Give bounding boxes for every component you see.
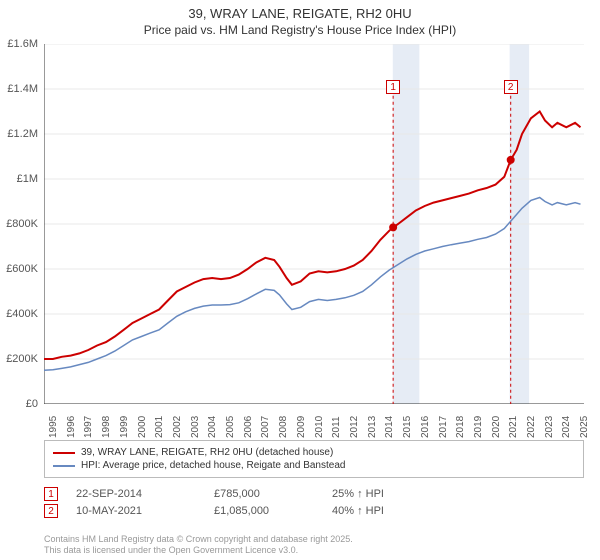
x-tick-label: 2025 [579,416,590,438]
data-row-pct-2: 40% ↑ HPI [332,505,452,517]
x-tick-label: 2004 [207,416,218,438]
legend-box: 39, WRAY LANE, REIGATE, RH2 0HU (detache… [44,440,584,478]
title-line2: Price paid vs. HM Land Registry's House … [0,23,600,37]
x-tick-label: 1998 [101,416,112,438]
x-tick-label: 2000 [137,416,148,438]
data-row-2: 2 10-MAY-2021 £1,085,000 40% ↑ HPI [44,504,584,518]
chart-title-block: 39, WRAY LANE, REIGATE, RH2 0HU Price pa… [0,0,600,37]
data-points-table: 1 22-SEP-2014 £785,000 25% ↑ HPI 2 10-MA… [44,484,584,521]
data-row-price-2: £1,085,000 [214,505,314,517]
y-tick-label: £1.6M [7,38,38,50]
x-tick-label: 2005 [225,416,236,438]
x-tick-label: 2006 [243,416,254,438]
y-tick-label: £800K [6,218,38,230]
x-tick-label: 2024 [561,416,572,438]
x-tick-label: 2018 [455,416,466,438]
y-tick-label: £1.2M [7,128,38,140]
y-tick-label: £400K [6,308,38,320]
legend-row-2: HPI: Average price, detached house, Reig… [53,460,575,471]
x-tick-label: 1995 [48,416,59,438]
y-tick-label: £0 [26,398,38,410]
y-tick-label: £1.4M [7,83,38,95]
data-row-marker-2: 2 [44,504,58,518]
x-tick-label: 2014 [384,416,395,438]
x-tick-label: 2003 [190,416,201,438]
x-tick-label: 2015 [402,416,413,438]
chart-marker-label: 2 [504,80,518,94]
legend-row-1: 39, WRAY LANE, REIGATE, RH2 0HU (detache… [53,447,575,458]
legend-text-1: 39, WRAY LANE, REIGATE, RH2 0HU (detache… [81,447,333,458]
x-tick-label: 2009 [296,416,307,438]
x-tick-label: 2002 [172,416,183,438]
x-tick-label: 1999 [119,416,130,438]
attribution-line2: This data is licensed under the Open Gov… [44,545,353,556]
x-tick-label: 2020 [491,416,502,438]
legend-text-2: HPI: Average price, detached house, Reig… [81,460,345,471]
x-tick-label: 1997 [83,416,94,438]
data-row-price-1: £785,000 [214,488,314,500]
x-tick-label: 2010 [314,416,325,438]
data-row-date-2: 10-MAY-2021 [76,505,196,517]
y-tick-label: £200K [6,353,38,365]
legend-swatch-2 [53,465,75,467]
x-tick-label: 2016 [420,416,431,438]
chart-area: £0£200K£400K£600K£800K£1M£1.2M£1.4M£1.6M… [44,44,584,404]
x-tick-label: 2011 [331,416,342,438]
x-tick-label: 2001 [154,416,165,438]
x-tick-label: 2007 [260,416,271,438]
chart-svg [44,44,584,404]
data-row-pct-1: 25% ↑ HPI [332,488,452,500]
x-tick-label: 2017 [438,416,449,438]
title-line1: 39, WRAY LANE, REIGATE, RH2 0HU [0,6,600,21]
data-row-date-1: 22-SEP-2014 [76,488,196,500]
x-tick-label: 2008 [278,416,289,438]
x-tick-label: 2019 [473,416,484,438]
data-row-marker-1: 1 [44,487,58,501]
y-tick-label: £1M [17,173,38,185]
attribution-block: Contains HM Land Registry data © Crown c… [44,534,353,557]
x-tick-label: 2012 [349,416,360,438]
x-tick-label: 2021 [508,416,519,438]
x-tick-label: 2023 [544,416,555,438]
attribution-line1: Contains HM Land Registry data © Crown c… [44,534,353,545]
x-tick-label: 1996 [66,416,77,438]
x-tick-label: 2013 [367,416,378,438]
chart-marker-label: 1 [386,80,400,94]
x-tick-label: 2022 [526,416,537,438]
legend-swatch-1 [53,452,75,454]
y-tick-label: £600K [6,263,38,275]
data-row-1: 1 22-SEP-2014 £785,000 25% ↑ HPI [44,487,584,501]
